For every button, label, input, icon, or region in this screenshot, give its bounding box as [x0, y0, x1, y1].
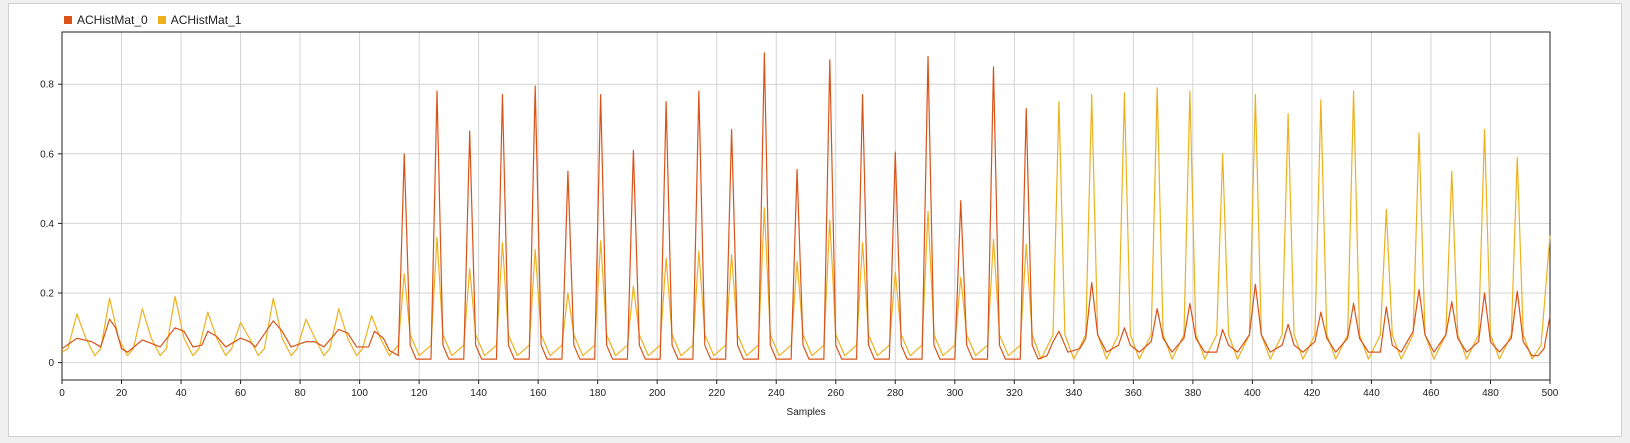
y-axis: 0 0.2 0.4 0.6 0.8	[40, 80, 62, 369]
legend-swatch-series-1	[157, 16, 166, 24]
x-tick-label-7: 140	[470, 388, 487, 399]
x-tick-label-10: 200	[649, 388, 666, 399]
x-tick-label-8: 160	[530, 388, 547, 399]
x-tick-label-15: 300	[946, 388, 963, 399]
y-tick-label-2: 0.4	[40, 219, 54, 230]
legend-item-series-0[interactable]: ACHistMat_0	[64, 13, 148, 27]
legend-label-series-0: ACHistMat_0	[77, 13, 148, 27]
legend: ACHistMat_0 ACHistMat_1	[64, 12, 241, 28]
x-tick-label-2: 40	[175, 388, 187, 399]
y-tick-label-4: 0.8	[40, 80, 54, 91]
x-tick-label-16: 320	[1006, 388, 1023, 399]
x-tick-label-0: 0	[59, 388, 65, 399]
x-tick-label-1: 20	[116, 388, 128, 399]
x-tick-label-4: 80	[295, 388, 307, 399]
x-tick-label-24: 480	[1482, 388, 1499, 399]
series-line-0[interactable]	[61, 52, 1551, 360]
x-tick-label-14: 280	[887, 388, 904, 399]
x-tick-label-11: 220	[708, 388, 725, 399]
legend-label-series-1: ACHistMat_1	[170, 13, 242, 27]
x-tick-label-9: 180	[589, 388, 606, 399]
x-tick-label-23: 460	[1423, 388, 1440, 399]
legend-swatch-series-0	[64, 16, 72, 24]
legend-item-series-1[interactable]: ACHistMat_1	[157, 13, 242, 27]
series-lines	[61, 52, 1551, 360]
x-tick-label-17: 340	[1065, 388, 1082, 399]
y-tick-label-3: 0.6	[40, 149, 54, 160]
x-tick-label-18: 360	[1125, 388, 1142, 399]
plot-area	[61, 31, 1551, 381]
x-tick-label-13: 260	[827, 388, 844, 399]
x-tick-label-3: 60	[235, 388, 247, 399]
x-axis-label: Samples	[787, 407, 826, 418]
chart-panel	[8, 3, 1622, 437]
x-tick-label-20: 400	[1244, 388, 1261, 399]
y-tick-label-1: 0.2	[40, 289, 54, 300]
x-tick-label-21: 420	[1304, 388, 1321, 399]
x-tick-label-22: 440	[1363, 388, 1380, 399]
x-tick-label-12: 240	[768, 388, 785, 399]
x-tick-label-19: 380	[1185, 388, 1202, 399]
x-axis: 0 20 40 60 80 100 120 140 160 180 200 220 240 260 280 3…	[59, 380, 1559, 399]
x-tick-label-6: 120	[411, 388, 428, 399]
y-tick-label-0: 0	[48, 358, 54, 369]
x-tick-label-25: 500	[1542, 388, 1559, 399]
x-tick-label-5: 100	[351, 388, 368, 399]
